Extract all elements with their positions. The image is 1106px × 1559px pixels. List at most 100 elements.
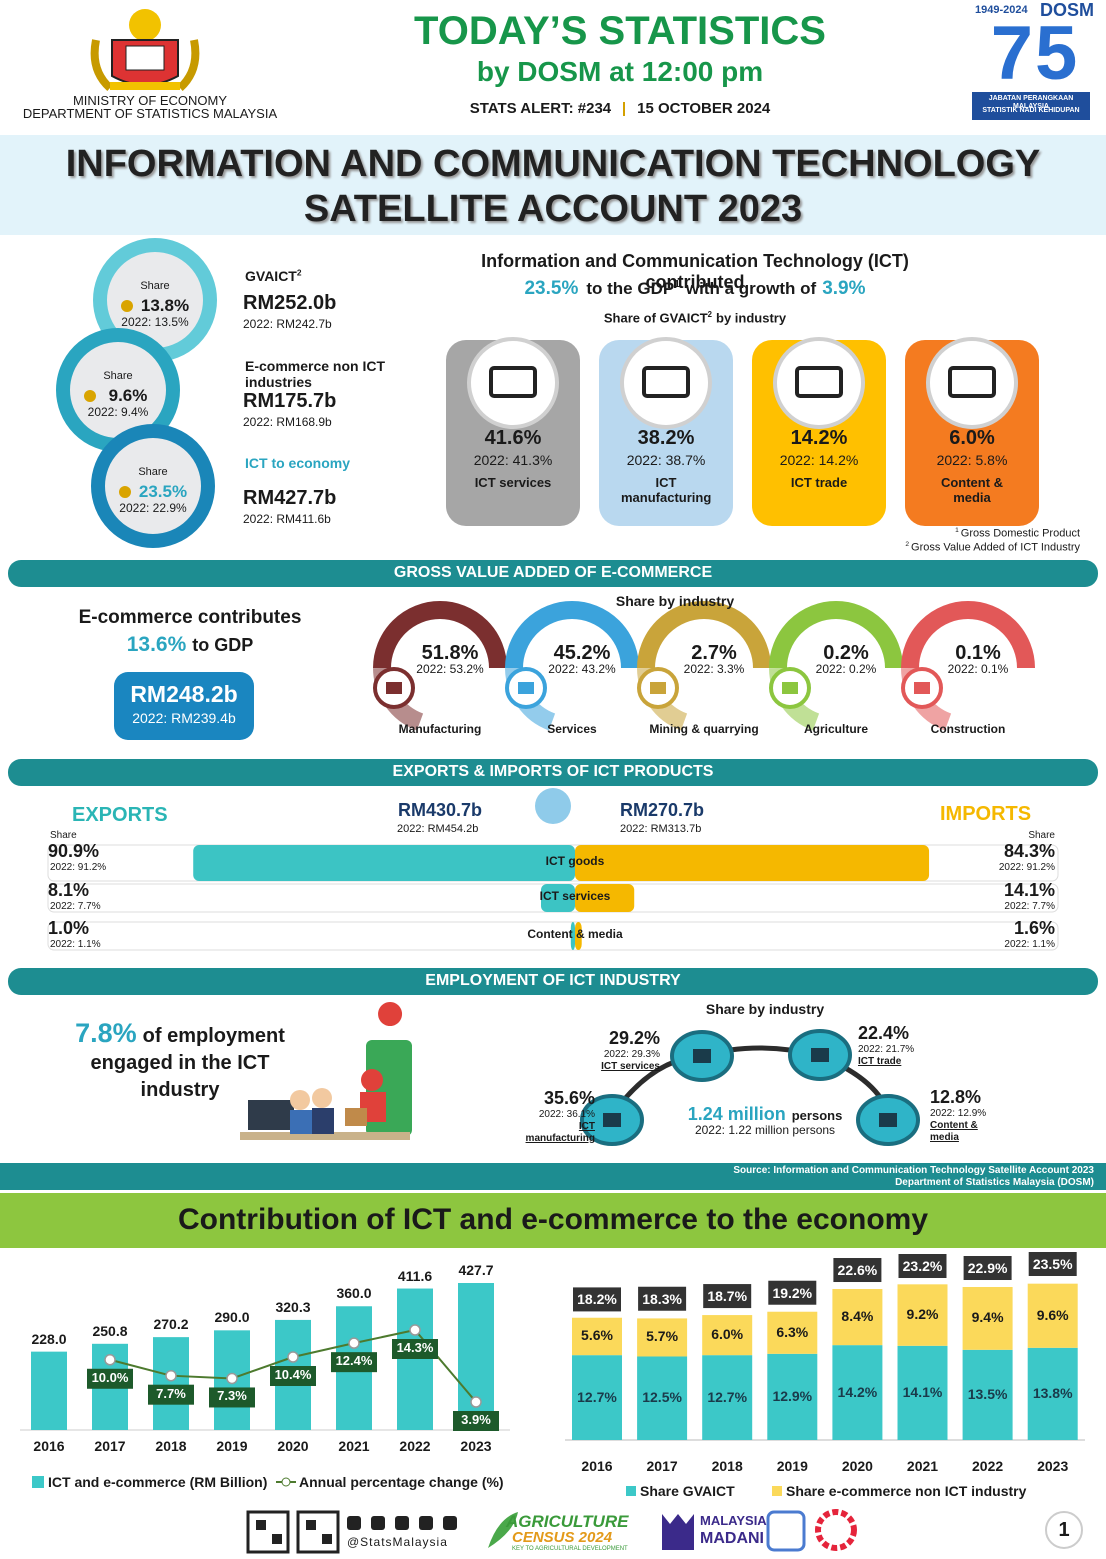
industry-icon <box>926 337 1018 429</box>
bar-segment <box>572 1355 622 1440</box>
industry-prev: 2022: 14.2% <box>779 452 859 468</box>
item-value: RM175.7b <box>243 390 337 412</box>
bar-segment <box>1027 1283 1078 1348</box>
share: 7.8% <box>75 1018 137 1048</box>
segment-label: 12.5% <box>642 1389 682 1406</box>
total-label: 18.7% <box>707 1288 748 1305</box>
gdp-share: 23.5% <box>524 278 579 299</box>
logo-number: 75 <box>990 11 1080 96</box>
item-prev: 2022: RM168.9b <box>243 415 332 429</box>
x-tick-label: 2021 <box>906 1458 939 1474</box>
item-prev: 2022: RM242.7b <box>243 317 332 331</box>
import-prev: 2022: 91.2% <box>998 862 1055 873</box>
legend-marker <box>281 1477 291 1487</box>
industry-arc <box>637 601 771 669</box>
industry-share: 38.2% <box>637 427 695 449</box>
total-label: 22.6% <box>837 1262 878 1278</box>
industry-name: Content & media <box>940 475 1004 505</box>
bar-segment <box>702 1315 753 1356</box>
x-tick-label: 2020 <box>277 1438 309 1454</box>
segment-label: 12.9% <box>772 1387 813 1404</box>
icon-glyph <box>811 1048 829 1062</box>
export-prev: 2022: 7.7% <box>50 901 101 912</box>
segment-label: 9.6% <box>1036 1306 1069 1323</box>
total-label: 23.2% <box>902 1258 943 1274</box>
dosm-logo <box>972 92 1090 120</box>
industry-icon <box>467 337 559 429</box>
line-marker <box>348 1337 360 1349</box>
industry-prev: 2022: 43.2% <box>548 662 616 676</box>
segment-label: 13.8% <box>1032 1384 1073 1401</box>
industry-prev: 2022: 38.7% <box>626 452 706 468</box>
import-bar <box>575 884 635 912</box>
x-tick-label: 2017 <box>646 1458 678 1474</box>
pie-icon <box>121 300 133 312</box>
share-value: 23.5% <box>138 482 188 501</box>
industry-prev: 2022: 41.3% <box>473 452 553 468</box>
alert-line: STATS ALERT: #234 15 OCTOBER 2024 <box>290 100 950 117</box>
label-box <box>209 1387 255 1408</box>
industry-title: Share by industry <box>615 593 735 609</box>
census-tag: KEY TO AGRICULTURAL DEVELOPMENT <box>512 1546 628 1552</box>
item-name-text: ICT to economy <box>245 455 351 471</box>
line-marker <box>165 1369 177 1382</box>
imports-prev: 2022: RM313.7b <box>620 823 702 835</box>
separator <box>623 102 626 117</box>
icon-glyph <box>914 682 930 694</box>
industry-prev: 2022: 53.2% <box>416 662 484 676</box>
share-label: Share <box>50 830 77 841</box>
item-value: RM427.7b <box>243 487 337 509</box>
industry-share: 51.8% <box>421 642 479 664</box>
bar-segment <box>637 1356 688 1440</box>
bar <box>397 1288 433 1430</box>
item-name: GVAICT2 <box>245 268 395 284</box>
industry-title-end: by industry <box>716 310 787 326</box>
total-box <box>768 1280 817 1305</box>
bar-segment <box>832 1345 883 1440</box>
import-bar <box>575 922 582 950</box>
legend-swatch <box>32 1476 44 1488</box>
madani-logo: MALAYSIA <box>700 1513 767 1528</box>
item-prev: 2022: RM411.6b <box>243 512 331 526</box>
label-box <box>331 1352 377 1373</box>
share-label: Share <box>140 280 170 292</box>
bar-label: 228.0 <box>31 1330 67 1347</box>
row-bg <box>47 921 1059 951</box>
product-name: ICT goods <box>545 854 605 868</box>
industry-share: 14.2% <box>790 427 848 449</box>
superscript: 1 <box>674 279 680 291</box>
segment-label: 6.0% <box>711 1326 744 1343</box>
line-label: 14.3% <box>396 1340 434 1355</box>
industry-arc <box>505 601 639 669</box>
industry-prev: 2022: 0.2% <box>815 662 877 676</box>
ring <box>91 424 215 548</box>
export-bar <box>193 845 575 881</box>
industry-arc <box>769 601 903 669</box>
share-label: Share <box>103 370 133 382</box>
industry-name: ICT manufacturing <box>621 475 712 505</box>
footnote-text: Gross Value Added of ICT Industry <box>911 541 1080 554</box>
icon-glyph <box>489 366 537 398</box>
share-value: 9.6% <box>108 386 148 405</box>
share-prev: 2022: 13.5% <box>121 315 189 329</box>
line-marker <box>104 1354 116 1366</box>
superscript: 2 <box>905 541 910 548</box>
footnote: 2 Gross Value Added of ICT Industry <box>780 541 1080 554</box>
x-tick-label: 2016 <box>581 1458 613 1474</box>
bar-label: 290.0 <box>214 1309 250 1326</box>
headline: E-commerce contributes <box>78 607 302 628</box>
imports-value: RM270.7b <box>620 800 705 820</box>
x-tick-label: 2019 <box>216 1438 248 1454</box>
segment-label: 6.3% <box>776 1323 809 1340</box>
x-tick-label: 2016 <box>33 1438 65 1454</box>
bar-label: 250.8 <box>92 1322 128 1339</box>
social-handle: @StatsMalaysia <box>347 1535 448 1549</box>
line-marker <box>287 1351 299 1363</box>
segment-label: 13.5% <box>967 1385 1008 1402</box>
persons-prev: 2022: 1.22 million persons <box>694 1123 836 1137</box>
segment-label: 14.2% <box>837 1383 878 1400</box>
total-label: 22.9% <box>967 1260 1008 1276</box>
logo-caption: JABATAN PERANGKAAN MALAYSIA <box>988 95 1074 111</box>
logo-text: DOSM <box>1040 0 1094 20</box>
